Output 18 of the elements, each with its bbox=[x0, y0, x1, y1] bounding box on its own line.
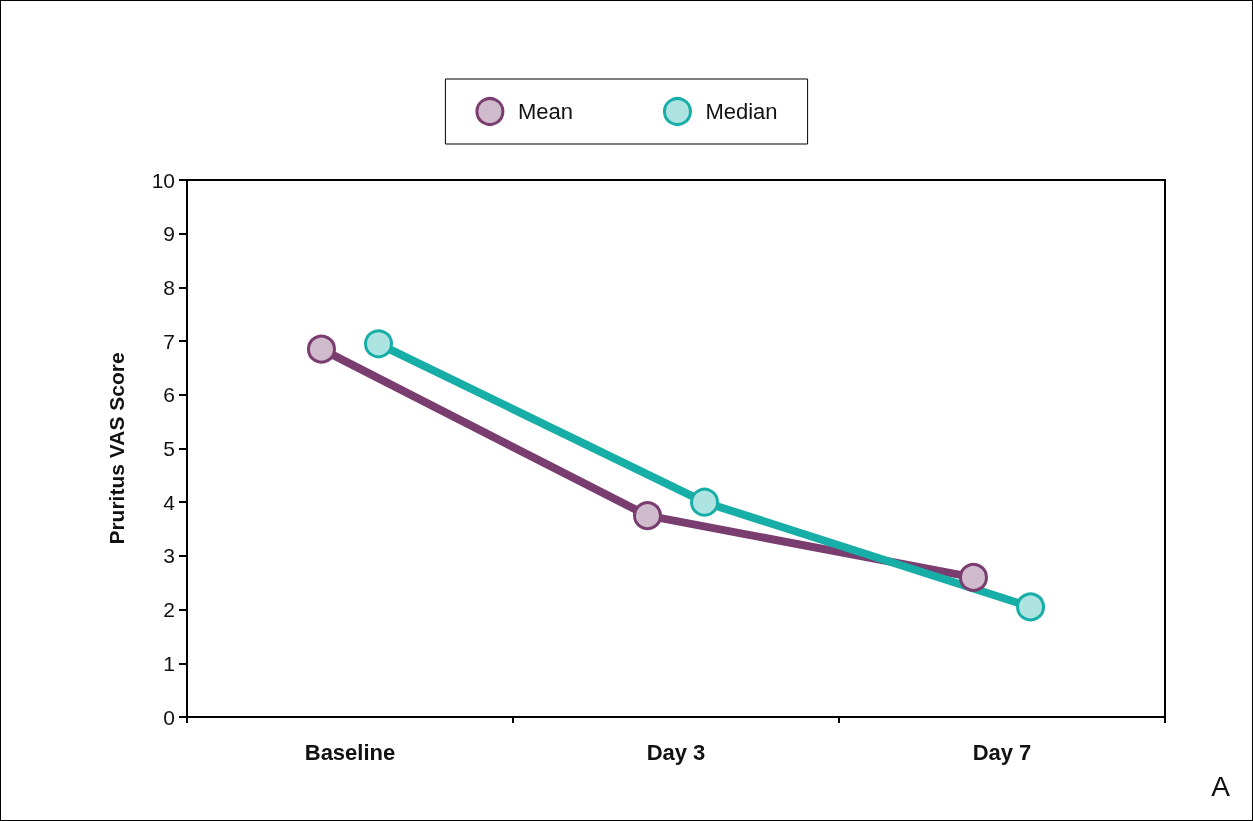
legend-label: Mean bbox=[517, 99, 573, 124]
y-tick-label: 9 bbox=[163, 222, 175, 246]
y-tick-label: 3 bbox=[163, 544, 175, 568]
x-tick-label: Day 3 bbox=[646, 739, 706, 765]
y-tick-label: 2 bbox=[163, 598, 175, 622]
y-tick-label: 5 bbox=[163, 437, 175, 460]
x-tick-label: Day 7 bbox=[972, 739, 1032, 765]
text: A bbox=[1211, 770, 1231, 802]
y-tick-label: 4 bbox=[163, 490, 176, 514]
y-tick-label: 8 bbox=[163, 275, 175, 299]
y-tick-label: 7 bbox=[163, 329, 175, 353]
y-axis-title: Pruritus VAS Score bbox=[105, 352, 128, 545]
y-tick-label: 10 bbox=[151, 168, 175, 192]
legend-label: Median bbox=[705, 99, 778, 124]
y-tick-label: 0 bbox=[163, 705, 175, 729]
x-tick-label: Baseline bbox=[304, 739, 396, 765]
y-tick-label: 1 bbox=[163, 651, 175, 675]
y-tick-label: 6 bbox=[163, 383, 175, 407]
